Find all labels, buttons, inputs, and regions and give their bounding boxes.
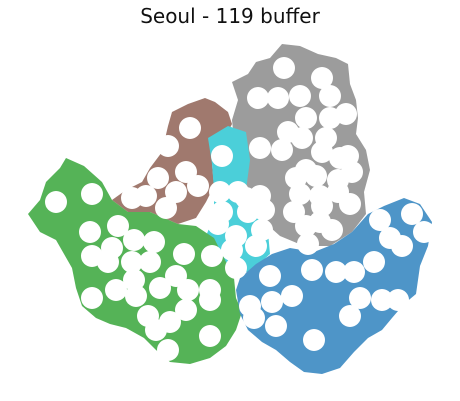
buffer-circle xyxy=(369,209,391,231)
buffer-circle xyxy=(259,265,281,287)
buffer-circle xyxy=(311,141,333,163)
buffer-circle xyxy=(139,251,161,273)
buffer-circle xyxy=(97,251,119,273)
buffer-circle xyxy=(245,235,267,257)
buffer-circle xyxy=(179,117,201,139)
buffer-circle xyxy=(387,289,409,311)
buffer-circle xyxy=(289,183,311,205)
buffer-circle xyxy=(201,245,223,267)
buffer-circle xyxy=(341,161,363,183)
buffer-circle xyxy=(303,329,325,351)
buffer-circle xyxy=(177,279,199,301)
buffer-circle xyxy=(295,107,317,129)
buffer-circle xyxy=(143,231,165,253)
buffer-circle xyxy=(199,289,221,311)
buffer-circle xyxy=(237,201,259,223)
buffer-circle xyxy=(281,285,303,307)
buffer-circle xyxy=(311,67,333,89)
buffer-circle xyxy=(105,279,127,301)
buffer-circles xyxy=(45,57,435,361)
buffer-circle xyxy=(311,195,333,217)
buffer-circle xyxy=(391,235,413,257)
buffer-circle xyxy=(319,85,341,107)
buffer-circle xyxy=(155,197,177,219)
buffer-circle xyxy=(401,203,423,225)
buffer-circle xyxy=(125,285,147,307)
buffer-circle xyxy=(339,305,361,327)
buffer-circle xyxy=(81,183,103,205)
buffer-circle xyxy=(221,239,243,261)
buffer-circle xyxy=(261,291,283,313)
buffer-circle xyxy=(253,199,275,221)
buffer-circle xyxy=(149,277,171,299)
buffer-circle xyxy=(207,213,229,235)
buffer-circle xyxy=(199,325,221,347)
buffer-circle xyxy=(343,261,365,283)
buffer-circle xyxy=(335,103,357,125)
buffer-circle xyxy=(325,261,347,283)
buffer-circle xyxy=(79,221,101,243)
buffer-circle xyxy=(175,299,197,321)
buffer-circle xyxy=(123,269,145,291)
buffer-circle xyxy=(173,243,195,265)
buffer-circle xyxy=(265,315,287,337)
buffer-circle xyxy=(267,87,289,109)
buffer-circle xyxy=(321,219,343,241)
buffer-circle xyxy=(147,167,169,189)
buffer-circle xyxy=(123,229,145,251)
buffer-circle xyxy=(121,251,143,273)
buffer-circle xyxy=(247,87,269,109)
buffer-circle xyxy=(297,233,319,255)
buffer-circle xyxy=(209,181,231,203)
buffer-circle xyxy=(121,187,143,209)
buffer-circle xyxy=(107,215,129,237)
buffer-circle xyxy=(339,193,361,215)
buffer-circle xyxy=(305,165,327,187)
buffer-circle xyxy=(249,137,271,159)
map-title: Seoul - 119 buffer xyxy=(140,4,320,28)
buffer-circle xyxy=(289,85,311,107)
buffer-circle xyxy=(225,257,247,279)
buffer-circle xyxy=(145,319,167,341)
buffer-circle xyxy=(273,57,295,79)
buffer-circle xyxy=(291,127,313,149)
buffer-circle xyxy=(363,251,385,273)
buffer-circle xyxy=(295,215,317,237)
buffer-circle xyxy=(157,339,179,361)
buffer-circle xyxy=(45,191,67,213)
buffer-circle xyxy=(413,221,435,243)
buffer-circle xyxy=(165,181,187,203)
buffer-circle xyxy=(301,259,323,281)
buffer-circle xyxy=(371,289,393,311)
buffer-circle xyxy=(349,287,371,309)
buffer-circle xyxy=(271,139,293,161)
buffer-circle xyxy=(157,135,179,157)
buffer-circle xyxy=(211,145,233,167)
buffer-circle xyxy=(243,307,265,329)
buffer-circle xyxy=(187,175,209,197)
buffer-circle xyxy=(81,287,103,309)
